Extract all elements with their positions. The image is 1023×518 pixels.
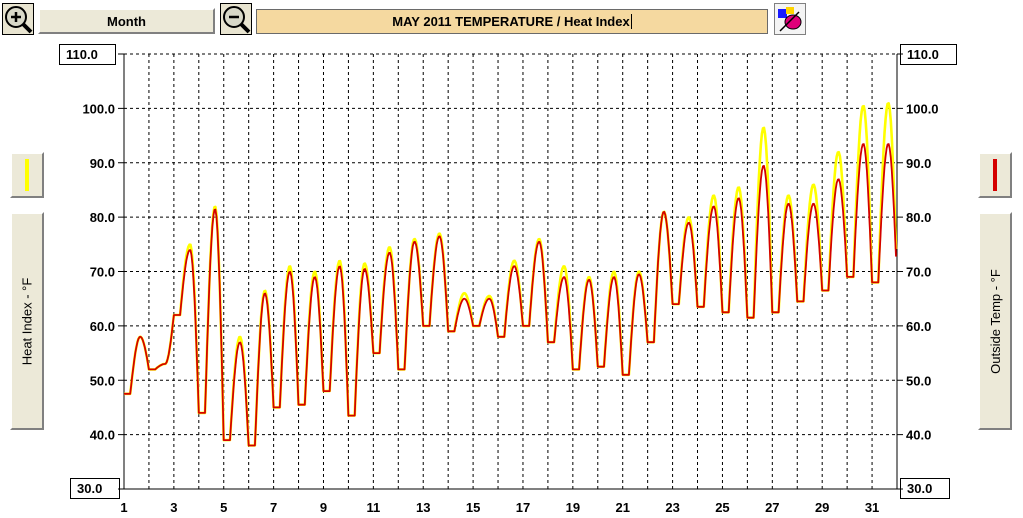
- left-axis-max-value: 110.0: [66, 47, 98, 62]
- heat-index-swatch: [25, 159, 29, 191]
- x-tick-label: 5: [220, 500, 227, 515]
- outside-temp-line: [124, 143, 897, 447]
- x-tick-label: 19: [566, 500, 580, 515]
- y-tick-label-left: 50.0: [90, 373, 115, 388]
- text-caret: [630, 14, 632, 29]
- y-tick-label-right: 40.0: [906, 428, 931, 443]
- left-axis-min-value: 30.0: [77, 481, 103, 496]
- x-tick-label: 27: [765, 500, 779, 515]
- x-tick-label: 17: [516, 500, 530, 515]
- paint-palette-icon: [778, 7, 802, 32]
- outside-temp-swatch: [993, 159, 997, 191]
- y-tick-label-right: 60.0: [906, 319, 931, 334]
- magnifier-minus-icon: [223, 6, 251, 34]
- x-tick-label: 9: [320, 500, 327, 515]
- heat-index-legend[interactable]: [10, 152, 44, 198]
- x-tick-label: 13: [416, 500, 430, 515]
- y-tick-label-left: 40.0: [90, 428, 115, 443]
- x-tick-label: 29: [815, 500, 829, 515]
- outside-temp-legend[interactable]: [978, 152, 1012, 198]
- left-axis-min: 30.0: [70, 478, 120, 499]
- period-label: Month: [107, 13, 146, 29]
- x-tick-label: 15: [466, 500, 480, 515]
- y-tick-label-left: 90.0: [90, 156, 115, 171]
- right-axis-min-value: 30.0: [907, 481, 933, 496]
- chart-title-field[interactable]: MAY 2011 TEMPERATURE / Heat Index: [256, 9, 768, 34]
- y-tick-label-right: 50.0: [906, 373, 931, 388]
- x-tick-label: 1: [120, 500, 127, 515]
- magnifier-plus-icon: [5, 6, 33, 34]
- y-tick-label-left: 80.0: [90, 210, 115, 225]
- y-tick-label-left: 60.0: [90, 319, 115, 334]
- x-tick-label: 31: [865, 500, 879, 515]
- x-tick-label: 21: [615, 500, 629, 515]
- y-tick-label-right: 100.0: [906, 101, 939, 116]
- x-tick-label: 3: [170, 500, 177, 515]
- y-tick-label-right: 90.0: [906, 156, 931, 171]
- left-axis-max: 110.0: [59, 44, 116, 65]
- right-axis-max-value: 110.0: [907, 47, 939, 62]
- period-selector[interactable]: Month: [38, 8, 215, 34]
- y-tick-label-right: 80.0: [906, 210, 931, 225]
- x-tick-label: 25: [715, 500, 729, 515]
- x-tick-label: 7: [270, 500, 277, 515]
- right-axis-title-panel[interactable]: Outside Temp - °F: [978, 212, 1012, 430]
- y-tick-label-right: 70.0: [906, 265, 931, 280]
- chart-title: MAY 2011 TEMPERATURE / Heat Index: [392, 14, 630, 29]
- left-axis-title-panel[interactable]: Heat Index - °F: [10, 212, 44, 430]
- y-tick-label-left: 100.0: [82, 101, 115, 116]
- zoom-in-button[interactable]: [2, 3, 34, 35]
- y-tick-label-left: 70.0: [90, 265, 115, 280]
- zoom-out-button[interactable]: [220, 3, 252, 35]
- x-tick-label: 23: [665, 500, 679, 515]
- settings-button[interactable]: [774, 3, 806, 35]
- right-axis-min: 30.0: [900, 478, 950, 499]
- right-axis-max: 110.0: [900, 44, 957, 65]
- x-tick-label: 11: [366, 500, 380, 515]
